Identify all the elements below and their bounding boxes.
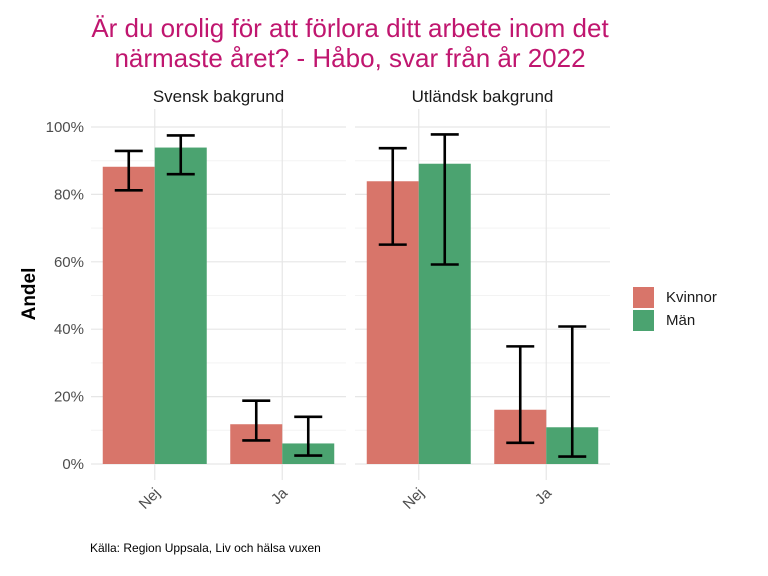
y-tick-label: 60% bbox=[54, 254, 84, 271]
caption: Källa: Region Uppsala, Liv och hälsa vux… bbox=[90, 541, 321, 555]
error-bar bbox=[294, 415, 323, 457]
y-tick-label: 20% bbox=[54, 389, 84, 406]
legend-item: Män bbox=[633, 310, 695, 331]
y-tick-label: 80% bbox=[54, 186, 84, 203]
x-tick-label: Nej bbox=[136, 485, 164, 513]
facet-panel: Utländsk bakgrund Nej Ja bbox=[355, 87, 610, 513]
y-axis: 0% 20% 40% 60% 80% 100% bbox=[46, 119, 84, 473]
x-tick-label: Ja bbox=[532, 484, 556, 508]
x-tick-label: Ja bbox=[268, 484, 292, 508]
chart-title-line-1: Är du orolig för att förlora ditt arbete… bbox=[91, 13, 609, 43]
error-bar bbox=[558, 325, 587, 458]
facet-panels: Svensk bakgrund Nej Ja Utländsk bakgrund Nej… bbox=[91, 87, 610, 513]
legend: Kvinnor Män bbox=[633, 287, 717, 331]
error-bar bbox=[506, 345, 535, 445]
bar bbox=[102, 166, 155, 465]
facet-panel: Svensk bakgrund Nej Ja bbox=[91, 87, 346, 513]
y-axis-title: Andel bbox=[19, 268, 40, 321]
error-bar bbox=[430, 133, 459, 266]
legend-item: Kvinnor bbox=[633, 287, 717, 308]
error-bar bbox=[378, 146, 407, 246]
y-tick-label: 100% bbox=[46, 119, 84, 136]
error-bar bbox=[166, 134, 195, 176]
error-bar bbox=[114, 149, 143, 192]
y-tick-label: 40% bbox=[54, 321, 84, 338]
facet-label: Utländsk bakgrund bbox=[412, 87, 554, 106]
error-bar bbox=[242, 399, 271, 442]
legend-label: Män bbox=[666, 312, 695, 329]
legend-swatch bbox=[633, 287, 654, 308]
facet-label: Svensk bakgrund bbox=[153, 87, 284, 106]
bar bbox=[154, 147, 207, 464]
x-tick-label: Nej bbox=[400, 485, 428, 513]
legend-swatch bbox=[633, 310, 654, 331]
y-tick-label: 0% bbox=[62, 456, 84, 473]
chart-title-line-2: närmaste året? - Håbo, svar från år 2022 bbox=[114, 43, 585, 73]
legend-label: Kvinnor bbox=[666, 289, 717, 306]
